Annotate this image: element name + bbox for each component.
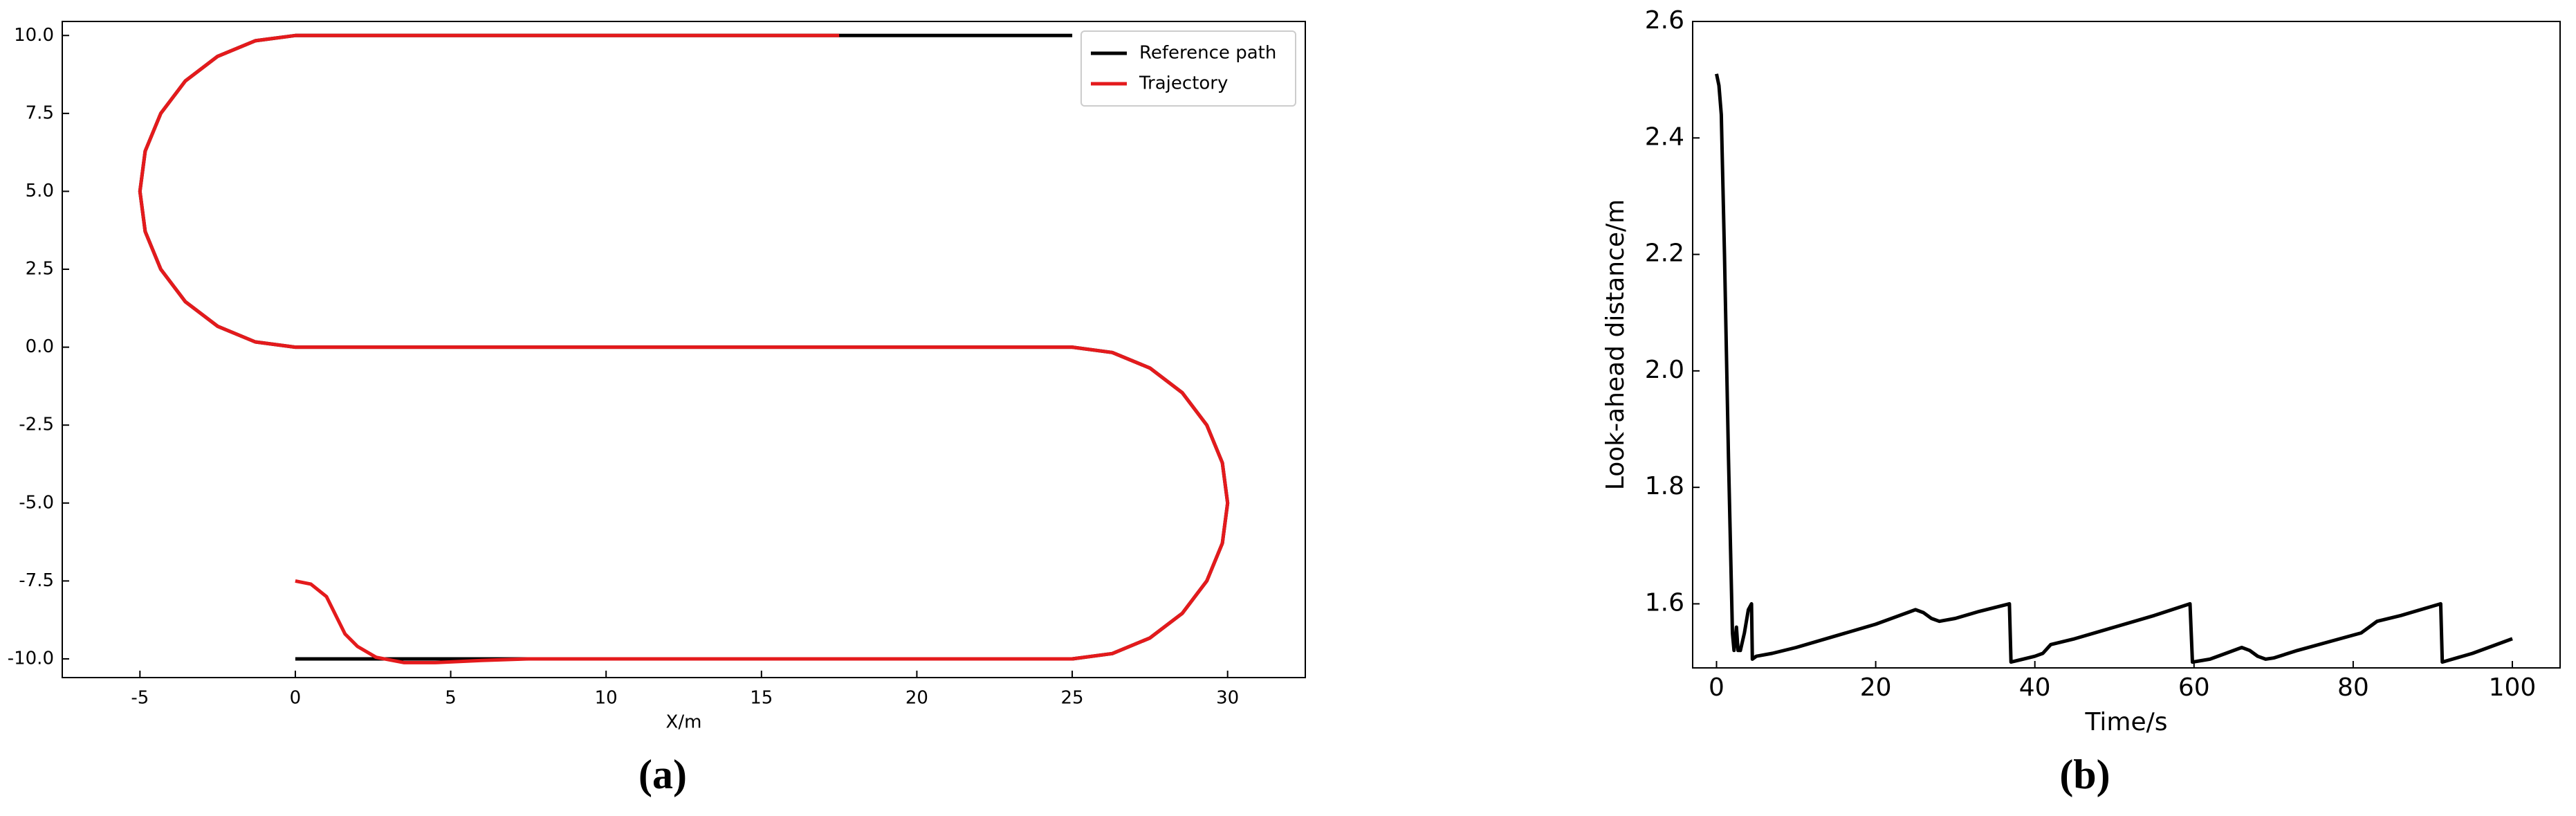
x-tick-label: 15 bbox=[750, 688, 773, 709]
y-tick-label: -5.0 bbox=[19, 492, 54, 513]
y-tick-label: 5.0 bbox=[26, 181, 54, 201]
y-tick-label: 1.8 bbox=[1645, 472, 1684, 500]
x-tick-label: 60 bbox=[2178, 673, 2210, 702]
y-tick-label: 0.0 bbox=[26, 336, 54, 357]
legend-label: Trajectory bbox=[1139, 73, 1228, 94]
x-tick-label: 0 bbox=[1709, 673, 1724, 702]
x-tick-label: 30 bbox=[1216, 688, 1239, 709]
y-tick-label: -2.5 bbox=[19, 415, 54, 435]
legend-label: Reference path bbox=[1139, 43, 1276, 64]
y-tick-label: 1.6 bbox=[1645, 588, 1684, 617]
series-line bbox=[138, 33, 1230, 664]
plot-frame bbox=[62, 21, 1306, 678]
x-tick-label: 10 bbox=[595, 688, 618, 709]
y-tick-label: 7.5 bbox=[26, 102, 54, 123]
y-axis-label: Look-ahead distance/m bbox=[1601, 199, 1630, 490]
y-tick-label: 2.4 bbox=[1645, 123, 1684, 151]
x-tick-label: 100 bbox=[2489, 673, 2537, 702]
y-tick-label: 10.0 bbox=[14, 25, 54, 46]
y-tick-label: 2.0 bbox=[1645, 356, 1684, 384]
x-tick-label: -5 bbox=[131, 688, 149, 709]
series-line bbox=[1715, 73, 2513, 664]
x-tick-label: 5 bbox=[445, 688, 457, 709]
y-tick-label: -7.5 bbox=[19, 570, 54, 591]
y-tick-label: 2.2 bbox=[1645, 239, 1684, 268]
y-tick-label: 2.5 bbox=[26, 259, 54, 280]
plot-frame bbox=[1692, 21, 2561, 669]
x-tick-label: 25 bbox=[1061, 688, 1084, 709]
x-tick-label: 20 bbox=[1860, 673, 1892, 702]
x-axis-label: Time/s bbox=[2085, 708, 2168, 736]
x-tick-label: 20 bbox=[905, 688, 928, 709]
legend-box bbox=[1080, 30, 1296, 107]
caption: (a) bbox=[638, 752, 687, 797]
caption: (b) bbox=[2059, 752, 2110, 797]
x-tick-label: 0 bbox=[290, 688, 302, 709]
x-tick-label: 80 bbox=[2337, 673, 2369, 702]
x-axis-label: X/m bbox=[666, 712, 702, 733]
y-tick-label: 2.6 bbox=[1645, 6, 1684, 35]
x-tick-label: 40 bbox=[2019, 673, 2051, 702]
y-tick-label: -10.0 bbox=[8, 648, 54, 669]
